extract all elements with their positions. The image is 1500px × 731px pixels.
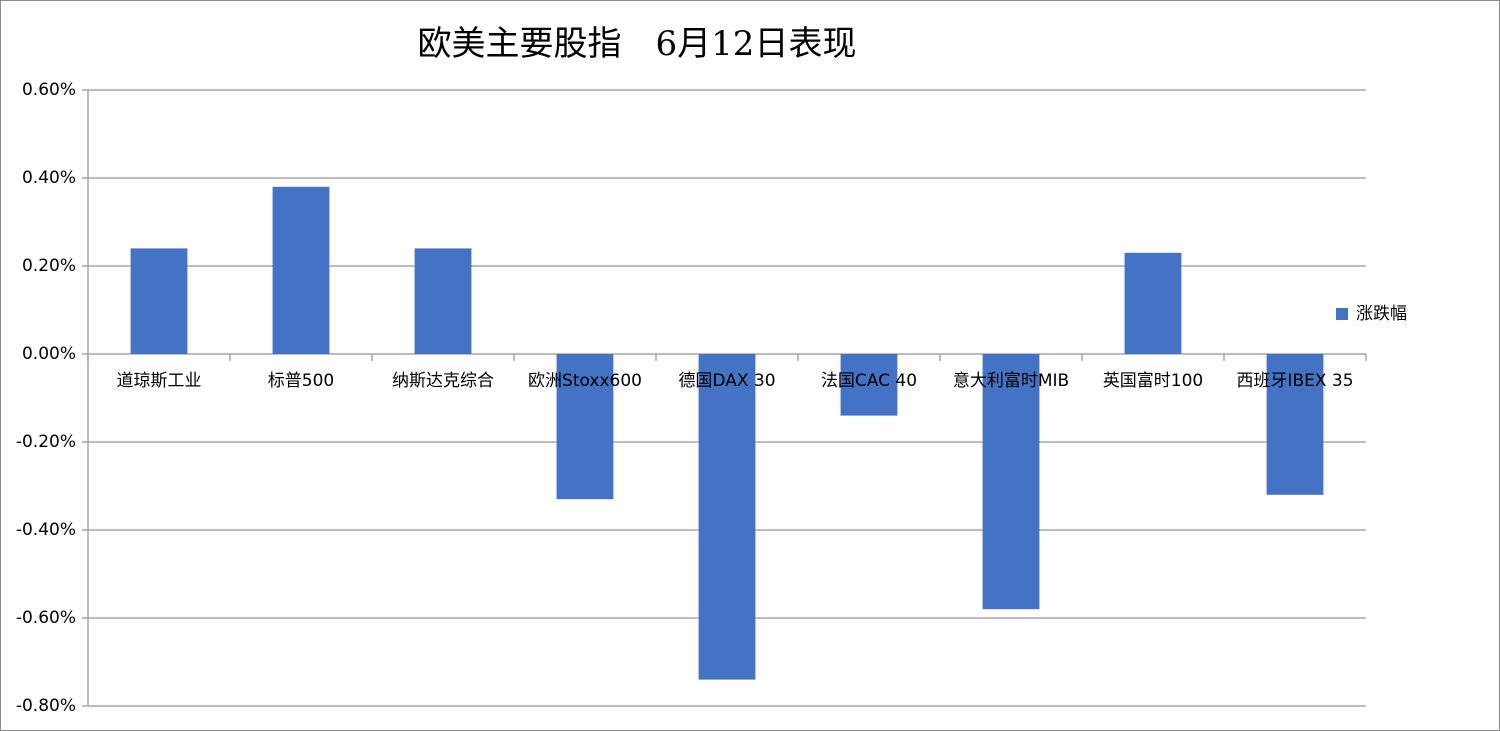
legend-swatch (1336, 308, 1348, 320)
y-tick-label: -0.80% (16, 696, 76, 716)
bar (1124, 252, 1182, 354)
x-tick-label: 法国CAC 40 (821, 371, 917, 391)
y-tick-label: 0.60% (22, 80, 76, 100)
y-tick-label: -0.60% (16, 608, 76, 628)
bar (698, 354, 756, 680)
y-tick-label: 0.40% (22, 168, 76, 188)
chart-title: 欧美主要股指 6月12日表现 (418, 24, 857, 64)
bar (1266, 354, 1324, 495)
x-tick-label: 欧洲Stoxx600 (528, 371, 642, 391)
x-tick-label: 意大利富时MIB (953, 371, 1069, 391)
bar (130, 248, 188, 354)
y-tick-label: -0.20% (16, 432, 76, 452)
bar (414, 248, 472, 354)
legend-label: 涨跌幅 (1356, 304, 1407, 324)
x-tick-label: 纳斯达克综合 (392, 371, 494, 391)
bar (272, 186, 330, 354)
x-tick-label: 西班牙IBEX 35 (1236, 371, 1353, 391)
y-tick-label: 0.20% (22, 256, 76, 276)
bar (556, 354, 614, 500)
bar (840, 354, 898, 416)
x-tick-label: 英国富时100 (1103, 371, 1203, 391)
y-tick-label: -0.40% (16, 520, 76, 540)
y-tick-label: 0.00% (22, 344, 76, 364)
x-tick-label: 标普500 (268, 371, 334, 391)
x-tick-label: 德国DAX 30 (678, 371, 775, 391)
bar (982, 354, 1040, 610)
x-tick-label: 道琼斯工业 (117, 371, 202, 391)
